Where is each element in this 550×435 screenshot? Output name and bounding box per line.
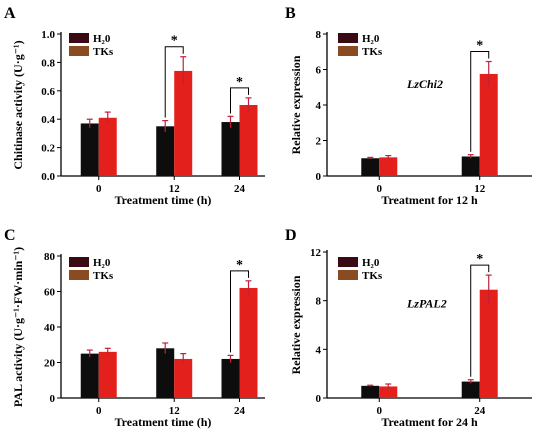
bar-tks	[379, 157, 398, 176]
y-tick-label: 6	[316, 65, 322, 77]
panel-label: B	[285, 5, 296, 22]
bar-tks	[479, 73, 498, 176]
panel-label: C	[4, 227, 16, 244]
bar-h2o	[221, 358, 240, 398]
y-axis-label: Relative expression	[289, 275, 303, 374]
x-tick-label: 12	[474, 183, 486, 195]
bar-h2o	[156, 348, 175, 398]
y-tick-label: 0.8	[41, 57, 55, 69]
y-tick-label: 1.0	[41, 29, 55, 41]
y-tick-label: 0.4	[41, 114, 55, 126]
y-tick-label: 60	[44, 287, 56, 299]
bar-h2o	[361, 385, 380, 398]
legend-label-tks: TKs	[362, 270, 383, 282]
y-tick-label: 4	[316, 100, 322, 112]
significance-star: *	[236, 258, 243, 273]
significance-bracket	[470, 51, 490, 152]
x-tick-label: 0	[377, 183, 383, 195]
legend-swatch-tks	[338, 270, 358, 280]
chart-panel-c: C 0 20 40 60 80 PAL activity (U·g⁻¹·FW·min⁻¹) T…	[4, 227, 265, 429]
bar-tks	[239, 287, 258, 398]
x-tick-label: 0	[96, 405, 102, 417]
chart-panel-b: B 0 2 4 6 8 Relative expression Treatment for 1…	[285, 5, 532, 207]
y-axis-label: PAL activity (U·g⁻¹·FW·min⁻¹)	[11, 247, 25, 407]
legend-swatch-tks	[338, 46, 358, 56]
bar-tks	[98, 351, 117, 398]
legend-swatch-tks	[69, 270, 89, 280]
x-axis-label: Treatment time (h)	[115, 415, 212, 429]
significance-star: *	[236, 75, 243, 90]
panel-label: D	[285, 227, 297, 244]
legend-label-h2o: H₂0	[362, 257, 380, 269]
bar-h2o	[80, 353, 99, 398]
significance-bracket	[470, 264, 490, 377]
bar-h2o	[461, 156, 480, 176]
significance-star: *	[476, 39, 483, 54]
x-tick-label: 12	[169, 183, 181, 195]
y-tick-label: 40	[44, 322, 56, 334]
y-tick-label: 0.0	[41, 171, 55, 183]
y-tick-label: 0.6	[41, 86, 55, 98]
x-tick-label: 24	[234, 183, 246, 195]
x-tick-label: 0	[377, 405, 383, 417]
significance-bracket	[230, 87, 249, 114]
bar-h2o	[461, 381, 480, 398]
gene-annotation: LzChi2	[406, 77, 443, 91]
legend-label-h2o: H₂0	[93, 33, 111, 45]
y-tick-label: 8	[316, 29, 322, 41]
x-tick-label: 24	[234, 405, 246, 417]
y-axis-label: Chitinase activity (U·g⁻¹)	[11, 40, 25, 169]
legend-swatch-h2o	[338, 257, 358, 267]
bar-h2o	[80, 123, 99, 176]
legend-label-h2o: H₂0	[362, 33, 380, 45]
x-axis-label: Treatment for 24 h	[381, 415, 478, 429]
bar-tks	[174, 358, 193, 398]
legend-label-h2o: H₂0	[93, 257, 111, 269]
legend-label-tks: TKs	[93, 270, 114, 282]
y-axis-label: Relative expression	[289, 55, 303, 154]
bar-tks	[98, 117, 117, 176]
significance-star: *	[171, 34, 178, 49]
legend-label-tks: TKs	[362, 46, 383, 58]
x-axis-label: Treatment for 12 h	[381, 193, 478, 207]
bar-tks	[174, 70, 193, 176]
y-tick-label: 0.2	[41, 143, 55, 155]
y-tick-label: 0	[316, 171, 322, 183]
y-tick-label: 4	[316, 344, 322, 356]
y-tick-label: 0	[50, 393, 56, 405]
chart-panel-a: A 0.0 0.2 0.4 0.6 0.8 1.0 Chitinase activity (U…	[4, 5, 265, 207]
bar-h2o	[221, 122, 240, 176]
bar-tks	[239, 105, 258, 176]
significance-bracket	[230, 270, 249, 353]
bar-tks	[379, 386, 398, 398]
chart-panel-d: D 0 4 8 12 Relative expression Treatment for 2…	[285, 227, 532, 429]
bar-h2o	[156, 126, 175, 176]
legend-swatch-tks	[69, 46, 89, 56]
y-tick-label: 8	[316, 296, 322, 308]
x-axis-label: Treatment time (h)	[115, 193, 212, 207]
panel-label: A	[4, 5, 16, 22]
x-tick-label: 0	[96, 183, 102, 195]
y-tick-label: 80	[44, 251, 56, 263]
bar-tks	[479, 289, 498, 398]
x-tick-label: 12	[169, 405, 181, 417]
legend-swatch-h2o	[69, 257, 89, 267]
legend-swatch-h2o	[69, 33, 89, 43]
bar-h2o	[361, 158, 380, 176]
significance-star: *	[476, 252, 483, 267]
significance-bracket	[164, 46, 184, 118]
x-tick-label: 24	[474, 405, 486, 417]
legend-swatch-h2o	[338, 33, 358, 43]
legend-label-tks: TKs	[93, 46, 114, 58]
y-tick-label: 12	[310, 247, 322, 259]
y-tick-label: 2	[316, 136, 322, 148]
gene-annotation: LzPAL2	[406, 296, 447, 310]
y-tick-label: 0	[316, 393, 322, 405]
y-tick-label: 20	[44, 358, 56, 370]
